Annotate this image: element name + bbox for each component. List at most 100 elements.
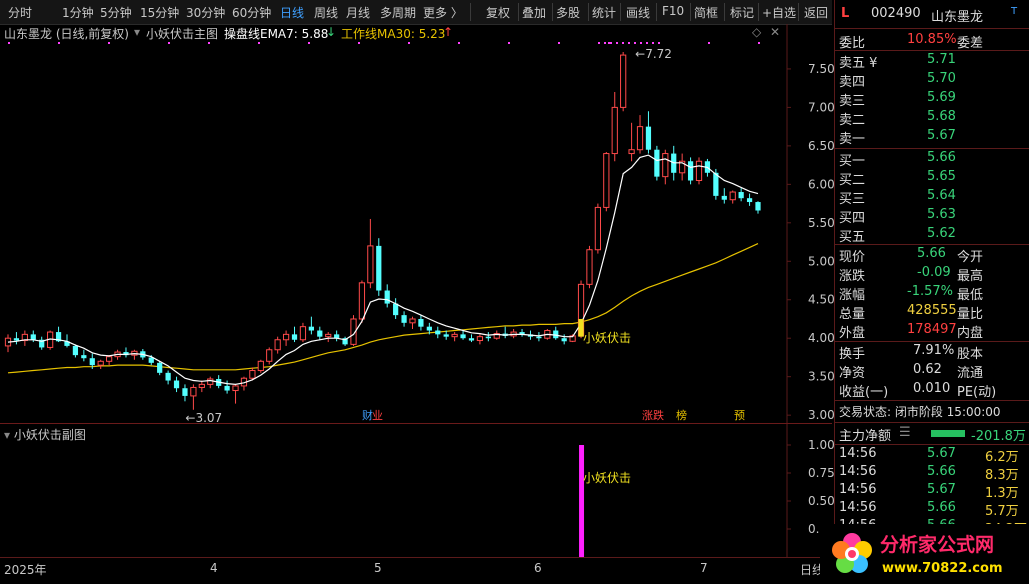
stat-value: 428555: [907, 303, 957, 318]
event-marker[interactable]: 预: [734, 409, 745, 422]
event-marker[interactable]: 业: [372, 409, 383, 422]
candle: [654, 149, 660, 177]
period-tab[interactable]: 月线: [346, 6, 371, 20]
toolbar-separator: [470, 3, 471, 21]
candle: [687, 161, 694, 181]
panel-divider: [835, 244, 1029, 245]
candle: [485, 336, 491, 339]
x-tick-label: 2025年: [4, 563, 47, 577]
indicator-name[interactable]: 小妖伏击主图: [146, 27, 219, 41]
period-tab[interactable]: 30分钟: [186, 6, 226, 20]
toolbar-button[interactable]: 画线: [626, 6, 651, 20]
quote-stat-row: 换手 7.91% 股本: [835, 343, 1029, 362]
candle: [81, 355, 87, 359]
stat-value: 7.91%: [913, 343, 955, 358]
x-tick-label: 6: [534, 561, 542, 575]
toolbar-separator: [758, 3, 759, 21]
candle: [755, 202, 761, 211]
stat-label: 涨幅: [839, 288, 866, 303]
toolbar-button[interactable]: 标记: [730, 6, 755, 20]
stock-code: 002490: [871, 6, 921, 21]
toolbar-button[interactable]: 多股: [556, 6, 581, 20]
ask-price: 5.68: [927, 109, 956, 124]
candle: [350, 318, 357, 345]
candle: [536, 336, 542, 339]
toolbar-button[interactable]: F10: [662, 4, 685, 18]
candle: [148, 357, 154, 363]
close-icon[interactable]: ✕: [770, 25, 781, 39]
ask-price: 5.69: [927, 90, 956, 105]
period-tab[interactable]: 日线: [280, 6, 305, 20]
period-tab[interactable]: 分时: [8, 6, 33, 20]
toolbar-button[interactable]: +自选: [762, 6, 797, 20]
bid-row: 买二 5.65: [835, 169, 1029, 188]
ema-label: 操盘线EMA7: 5.88: [224, 27, 329, 41]
event-marker[interactable]: 涨跌: [642, 408, 664, 422]
panel-divider: [835, 422, 1029, 423]
toolbar-separator: [518, 3, 519, 21]
y-tick-label: 0.50: [808, 494, 834, 508]
panel-divider: [835, 400, 1029, 401]
tick-volume: 8.3万: [985, 468, 1019, 483]
candle: [435, 330, 441, 335]
diamond-icon[interactable]: ◇: [752, 25, 762, 39]
candle: [628, 149, 635, 155]
candle: [266, 349, 273, 362]
period-tab[interactable]: 周线: [314, 6, 339, 20]
sub-indicator-chart[interactable]: 1.000.750.500.25小妖伏击: [0, 424, 834, 557]
sub-chart-title: 小妖伏击副图: [13, 428, 86, 442]
toolbar-button[interactable]: 返回: [804, 6, 829, 20]
stat-value: 5.66: [917, 246, 946, 261]
period-tab[interactable]: 5分钟: [100, 6, 132, 20]
y-tick-label: 5.00: [808, 254, 834, 268]
market-badge: L: [841, 6, 850, 21]
period-tab[interactable]: 多周期: [380, 6, 417, 20]
ask-label: 卖五 ¥: [839, 56, 878, 71]
bid-label: 买一: [839, 154, 866, 169]
candle: [384, 290, 390, 304]
toolbar-separator: [552, 3, 553, 21]
stock-name: 山东墨龙: [931, 10, 984, 25]
tick-time: 14:56: [839, 482, 877, 497]
period-tab[interactable]: 60分钟: [232, 6, 272, 20]
ask-label: 卖三: [839, 94, 866, 109]
net-bar: [931, 430, 965, 437]
trade-status-text: 交易状态: 闭市阶段 15:00:00: [839, 405, 1001, 419]
bid-price: 5.65: [927, 169, 956, 184]
panel-title: L 002490 山东墨龙 T: [835, 6, 1029, 25]
toolbar-button[interactable]: 简框: [694, 6, 719, 20]
up-arrow-icon: ↑: [443, 25, 454, 39]
event-marker[interactable]: 财: [362, 408, 373, 422]
candle: [561, 338, 567, 342]
signal-bar: [579, 445, 585, 557]
candle: [232, 385, 239, 392]
candle: [224, 385, 230, 391]
stat-label: 涨跌: [839, 269, 866, 284]
toolbar-button[interactable]: 复权: [486, 6, 511, 20]
pin-icon[interactable]: T: [1011, 6, 1018, 17]
candle: [157, 362, 163, 373]
menu-icon[interactable]: ☰: [899, 425, 911, 440]
dropdown-icon[interactable]: ▾: [4, 428, 11, 442]
stat-right-label: 最高: [957, 269, 984, 284]
y-tick-label: 3.00: [808, 408, 834, 422]
stat-value: 0.010: [913, 381, 951, 396]
main-candlestick-chart[interactable]: 7.50 7.00 6.50 6.00 5.50 5.00 4.50 4.00 3.50 3.00…: [0, 24, 834, 423]
toolbar-separator: [588, 3, 589, 21]
candle: [207, 378, 214, 385]
high-annotation: ←7.72: [635, 47, 672, 61]
quote-stat-row: 现价 5.66 今开: [835, 246, 1029, 265]
x-tick-label: 5: [374, 561, 382, 575]
toolbar-button[interactable]: 叠加: [522, 6, 547, 20]
candle: [173, 380, 180, 389]
toolbar-separator: [620, 3, 621, 21]
toolbar-separator: [656, 3, 657, 21]
toolbar-button[interactable]: 统计: [592, 6, 617, 20]
signal-label: 小妖伏击: [583, 331, 631, 345]
event-marker[interactable]: 榜: [676, 408, 687, 422]
candle: [636, 126, 644, 151]
period-tab[interactable]: 更多 〉: [423, 6, 463, 20]
dropdown-icon[interactable]: ▾: [134, 25, 141, 39]
period-tab[interactable]: 15分钟: [140, 6, 180, 20]
period-tab[interactable]: 1分钟: [62, 6, 94, 20]
